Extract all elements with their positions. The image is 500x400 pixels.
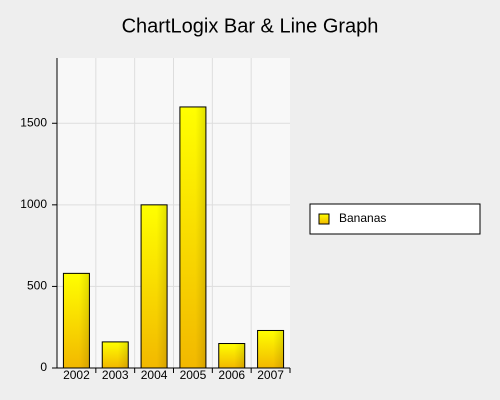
bar-shade — [179, 106, 206, 369]
bar-shade — [218, 343, 245, 368]
x-tick-label: 2004 — [141, 368, 168, 382]
y-tick-label: 1000 — [20, 197, 47, 211]
chart-title: ChartLogix Bar & Line Graph — [122, 15, 379, 37]
legend-label: Bananas — [339, 211, 386, 225]
x-tick-label: 2003 — [102, 368, 129, 382]
legend-box — [309, 203, 481, 235]
y-tick-label: 0 — [40, 360, 47, 374]
x-tick-label: 2007 — [257, 368, 284, 382]
x-tick-label: 2005 — [180, 368, 207, 382]
x-tick-label: 2002 — [63, 368, 90, 382]
y-tick-label: 500 — [27, 279, 47, 293]
bar-shade — [63, 273, 90, 368]
bar-shade — [141, 204, 168, 368]
bar-shade — [102, 341, 129, 368]
bar-shade — [257, 330, 284, 368]
y-tick-label: 1500 — [20, 115, 47, 129]
x-tick-label: 2006 — [218, 368, 245, 382]
legend-swatch — [318, 213, 330, 225]
